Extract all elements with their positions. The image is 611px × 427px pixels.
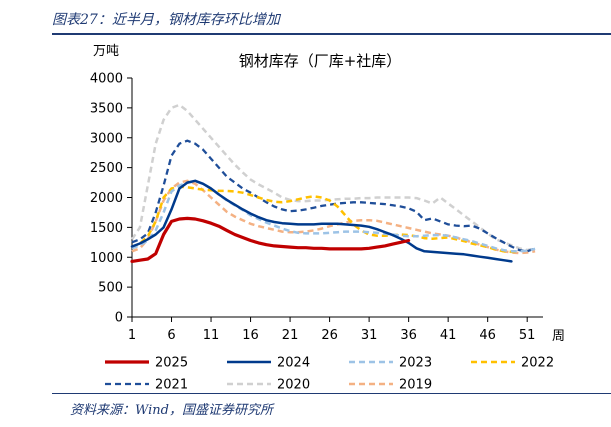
x-tick-label: 1 [128,328,136,343]
legend-label-2023: 2023 [399,356,432,371]
y-tick-label: 1500 [90,221,123,236]
legend: 2025 2024 2023 2022 2021 2020 2019 [105,356,554,393]
y-tick-label: 500 [98,281,123,296]
legend-label-2019: 2019 [399,378,432,393]
y-tick-label: 0 [115,311,123,326]
y-tick-label: 1000 [90,251,123,266]
x-tick-label: 6 [167,328,175,343]
source-note: 资料来源：Wind，国盛证券研究所 [70,403,273,418]
x-tick-label: 46 [479,328,496,343]
x-tick-label: 31 [361,328,378,343]
series-line-2023 [131,180,536,253]
x-axis-label: 周 [552,329,565,344]
series-line-2021 [131,139,536,253]
x-tick-label: 21 [282,328,299,343]
series-lines [130,103,536,263]
y-tick-label: 3500 [90,101,123,116]
y-tick-label: 2000 [90,191,123,206]
legend-label-2020: 2020 [277,378,310,393]
y-tick-label: 4000 [90,72,123,87]
x-tick-label: 36 [400,328,417,343]
x-tick-label: 11 [203,328,220,343]
x-tick-label: 41 [440,328,457,343]
legend-label-2024: 2024 [277,356,310,371]
legend-label-2025: 2025 [155,356,188,371]
legend-label-2021: 2021 [155,378,188,393]
bottom-divider [52,393,611,394]
x-tick-label: 26 [321,328,338,343]
y-tick-label: 3000 [90,131,123,146]
x-tick-label: 16 [242,328,259,343]
top-divider [52,33,611,35]
series-line-2024 [130,179,513,263]
y-axis-label: 万吨 [93,44,119,59]
y-tick-label: 2500 [90,161,123,176]
legend-label-2022: 2022 [521,356,554,371]
series-line-2025 [130,216,411,263]
series-line-2020 [130,103,536,252]
x-tick-label: 51 [519,328,536,343]
figure-caption: 图表27：近半月，钢材库存环比增加 [52,12,280,28]
series-line-2022 [131,185,520,254]
chart-title: 钢材库存（厂库+社库） [239,52,402,70]
